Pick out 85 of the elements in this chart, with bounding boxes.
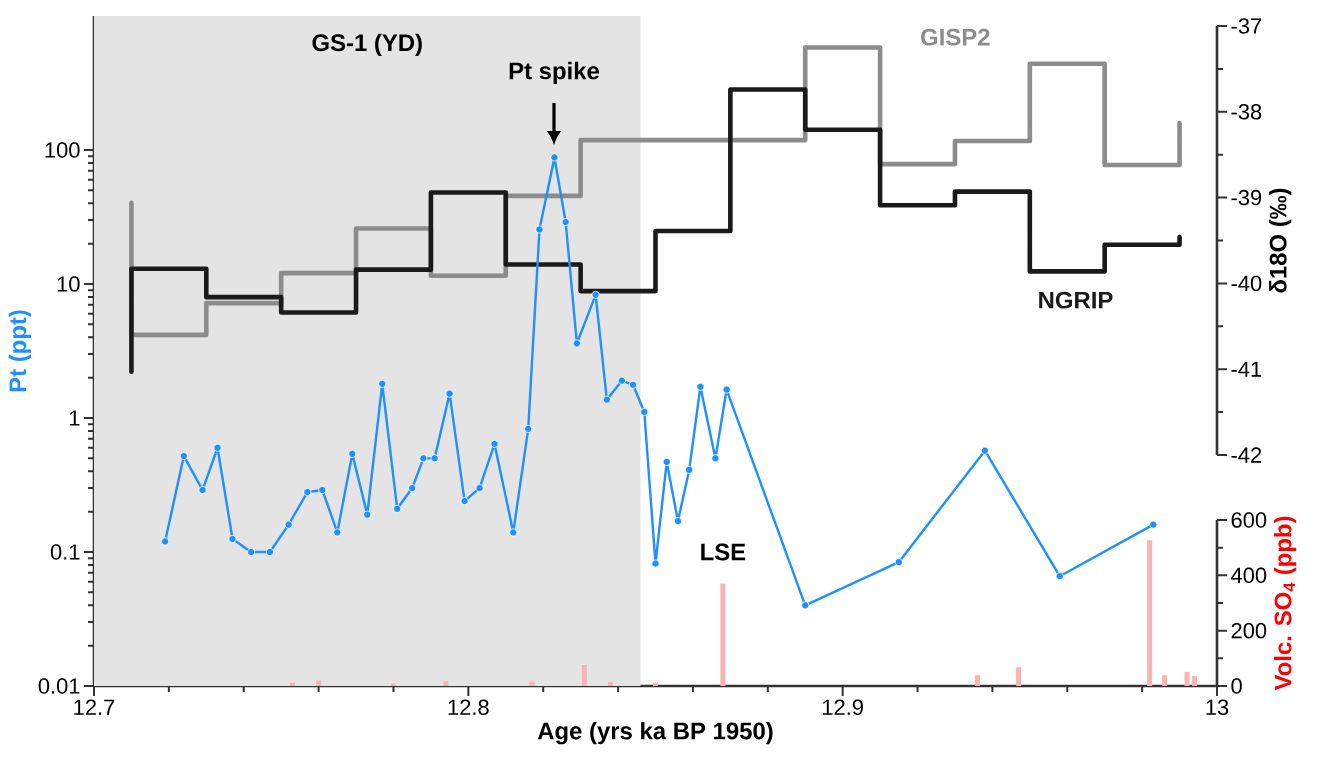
point — [393, 504, 402, 513]
point — [617, 376, 626, 385]
bar — [608, 681, 614, 686]
point — [161, 537, 170, 546]
y-tick-label: 400 — [1231, 567, 1267, 584]
bar — [974, 675, 980, 686]
y-tick-label: 10 — [57, 276, 80, 292]
point — [348, 449, 357, 458]
point — [363, 510, 372, 519]
y2-tick-label: -38 — [1231, 104, 1262, 120]
y-tick-label: 200 — [1231, 622, 1267, 639]
point — [980, 446, 989, 455]
point — [460, 497, 469, 506]
y-tick-label: 0 — [1231, 678, 1242, 694]
point — [722, 385, 731, 394]
point — [685, 465, 694, 474]
point — [561, 218, 570, 227]
point — [640, 407, 649, 416]
y-tick-label: 600 — [1231, 512, 1267, 528]
y2-axis-title: δ18O (‰) — [1269, 188, 1292, 293]
point — [445, 389, 454, 398]
bar — [316, 680, 322, 686]
point — [711, 454, 720, 463]
point — [303, 488, 312, 497]
x-axis-title: Age (yrs ka BP 1950) — [537, 721, 773, 745]
point — [591, 290, 600, 299]
point — [629, 380, 638, 389]
point — [213, 443, 222, 452]
bar — [443, 681, 449, 686]
point — [475, 484, 484, 493]
y2-tick-label: -37 — [1231, 18, 1262, 34]
point — [408, 484, 417, 493]
point — [662, 457, 671, 466]
y-tick-label: 0.01 — [38, 678, 80, 694]
point — [318, 486, 327, 495]
point — [198, 486, 207, 495]
point — [419, 454, 428, 463]
point — [572, 339, 581, 348]
bar — [581, 664, 587, 686]
point — [509, 528, 518, 537]
bar — [1162, 675, 1168, 686]
bar — [529, 681, 535, 686]
y-tick-label: 0.1 — [50, 544, 80, 560]
point — [696, 382, 705, 391]
point — [490, 439, 499, 448]
series-label: NGRIP — [1039, 291, 1113, 309]
y2-tick-label: -40 — [1231, 275, 1262, 292]
point — [247, 548, 256, 556]
y-tick-label: 100 — [45, 142, 80, 158]
point — [524, 424, 533, 433]
bar — [720, 583, 726, 686]
series-label: GISP2 — [921, 28, 990, 46]
point — [801, 601, 810, 610]
annotation: Pt spike — [509, 61, 599, 85]
point — [333, 528, 342, 537]
y-tick-label: 1 — [69, 410, 80, 426]
y-axis-title: Pt (ppt) — [8, 310, 31, 392]
x-tick-label: 12.7 — [74, 699, 115, 715]
point — [894, 558, 903, 567]
bar — [1184, 671, 1190, 686]
point — [602, 395, 611, 404]
x-tick-label: 12.8 — [448, 699, 489, 716]
point — [651, 559, 660, 568]
x-tick-label: 12.9 — [823, 699, 863, 716]
y-axis-title: Volc. SO$_{4}$ (ppb) — [1273, 516, 1297, 691]
point — [265, 548, 274, 556]
bar — [1192, 676, 1198, 686]
y2-tick-label: -41 — [1231, 361, 1262, 377]
point — [673, 517, 682, 526]
point — [1055, 572, 1064, 581]
bar — [1147, 540, 1153, 686]
point — [378, 379, 387, 388]
band-label: GS-1 (YD) — [312, 33, 422, 56]
bar — [1016, 667, 1022, 686]
point — [179, 452, 188, 461]
annotation: LSE — [701, 543, 746, 561]
point — [550, 153, 559, 162]
point — [284, 520, 293, 529]
point — [1149, 520, 1158, 529]
y2-tick-label: -42 — [1231, 447, 1262, 463]
y2-tick-label: -39 — [1231, 189, 1262, 206]
x-tick-label: 13 — [1206, 699, 1229, 716]
point — [535, 225, 544, 234]
point — [430, 454, 439, 463]
point — [228, 535, 237, 544]
